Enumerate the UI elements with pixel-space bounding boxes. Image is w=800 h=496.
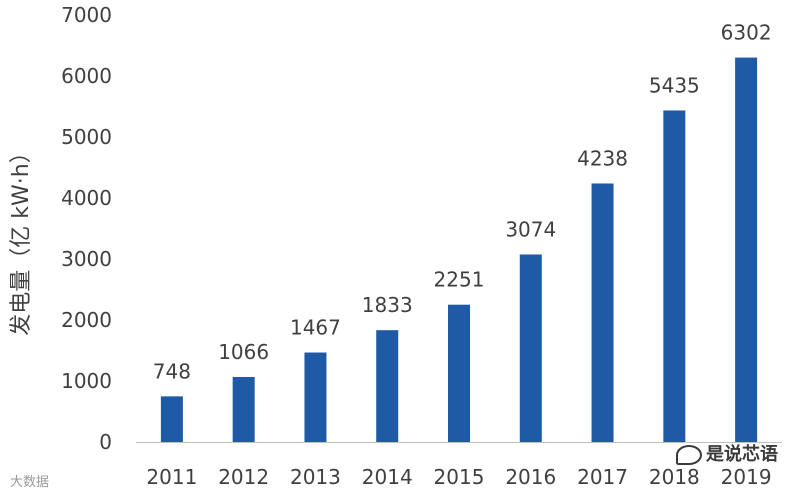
watermark-left: 大数据	[10, 471, 49, 490]
x-tick-label: 2016	[505, 465, 556, 489]
data-label: 3074	[505, 217, 556, 241]
y-tick-label: 7000	[61, 3, 112, 27]
watermark-left-text: 大数据	[10, 475, 50, 490]
bar	[376, 330, 399, 442]
y-tick-label: 2000	[61, 308, 112, 332]
data-label: 1066	[218, 340, 269, 364]
x-tick-label: 2012	[218, 465, 269, 489]
y-tick-label: 0	[99, 430, 112, 454]
y-tick-label: 3000	[61, 247, 112, 271]
bar	[160, 396, 183, 442]
bar	[232, 376, 255, 442]
bar	[448, 304, 470, 442]
bar	[519, 254, 542, 442]
x-tick-label: 2019	[721, 465, 772, 489]
x-tick-label: 2015	[434, 465, 485, 489]
data-label: 1833	[362, 293, 413, 317]
y-axis-label: 发电量（亿 kW·h）	[9, 141, 34, 335]
bar	[304, 352, 327, 442]
data-labels: 748 1066 1467 1833 2251 3074 4238 5435 6302	[153, 21, 772, 384]
watermark-right-text: 是说芯语	[706, 444, 778, 465]
bar	[735, 57, 758, 442]
y-axis-ticks: 0 1000 2000 3000 4000 5000 6000 7000	[61, 3, 112, 454]
x-tick-label: 2018	[649, 465, 700, 489]
x-tick-label: 2011	[146, 465, 197, 489]
x-tick-label: 2014	[362, 465, 413, 489]
y-tick-label: 4000	[61, 186, 112, 210]
chat-bubble-icon	[676, 445, 702, 465]
y-tick-label: 5000	[61, 125, 112, 149]
data-label: 4238	[577, 146, 628, 170]
bar	[591, 183, 614, 442]
x-tick-label: 2017	[577, 465, 628, 489]
x-tick-label: 2013	[290, 465, 341, 489]
y-tick-label: 6000	[61, 64, 112, 88]
data-label: 5435	[649, 73, 700, 97]
data-label: 6302	[721, 21, 772, 45]
data-label: 1467	[290, 316, 341, 340]
bar	[663, 110, 686, 442]
data-label: 2251	[434, 268, 485, 292]
watermark-right: 是说芯语	[676, 440, 778, 466]
bars	[160, 57, 758, 442]
x-axis-ticks: 2011 2012 2013 2014 2015 2016 2017 2018 2019	[146, 465, 771, 489]
data-label: 748	[153, 359, 191, 383]
y-tick-label: 1000	[61, 369, 112, 393]
